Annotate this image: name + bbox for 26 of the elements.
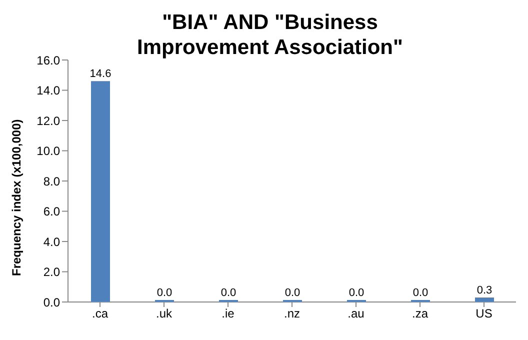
x-tick-label: .uk	[156, 306, 173, 321]
x-tick-label: .ie	[222, 306, 235, 321]
y-tick-label: 12.0	[36, 114, 60, 128]
x-tick-label: US	[476, 306, 492, 321]
data-label: 0.0	[156, 287, 172, 299]
x-tick-label: .nz	[284, 306, 300, 321]
y-tick-label: 8.0	[43, 174, 60, 188]
y-tick-label: 16.0	[36, 53, 60, 68]
y-tick-label: 10.0	[36, 144, 60, 158]
chart-title: "BIA" AND "Business Improvement Association"	[136, 10, 404, 60]
bar	[91, 81, 110, 302]
data-label: 0.3	[476, 284, 492, 296]
data-label: 0.0	[348, 287, 364, 299]
y-tick-label: 6.0	[43, 204, 60, 219]
x-tick-label: .au	[348, 306, 364, 321]
data-label: 0.0	[220, 287, 236, 299]
x-tick-label: .za	[412, 306, 428, 321]
y-tick-label: 14.0	[36, 84, 60, 98]
y-axis-title: Frequency index (x100,000)	[9, 119, 24, 276]
y-tick-label: 2.0	[43, 265, 60, 280]
data-label: 14.6	[90, 68, 112, 80]
y-tick-label: 4.0	[43, 234, 60, 249]
y-tick-label: 0.0	[43, 295, 60, 310]
data-label: 0.0	[412, 287, 428, 299]
x-tick-label: .ca	[92, 306, 108, 321]
data-label: 0.0	[284, 287, 300, 299]
